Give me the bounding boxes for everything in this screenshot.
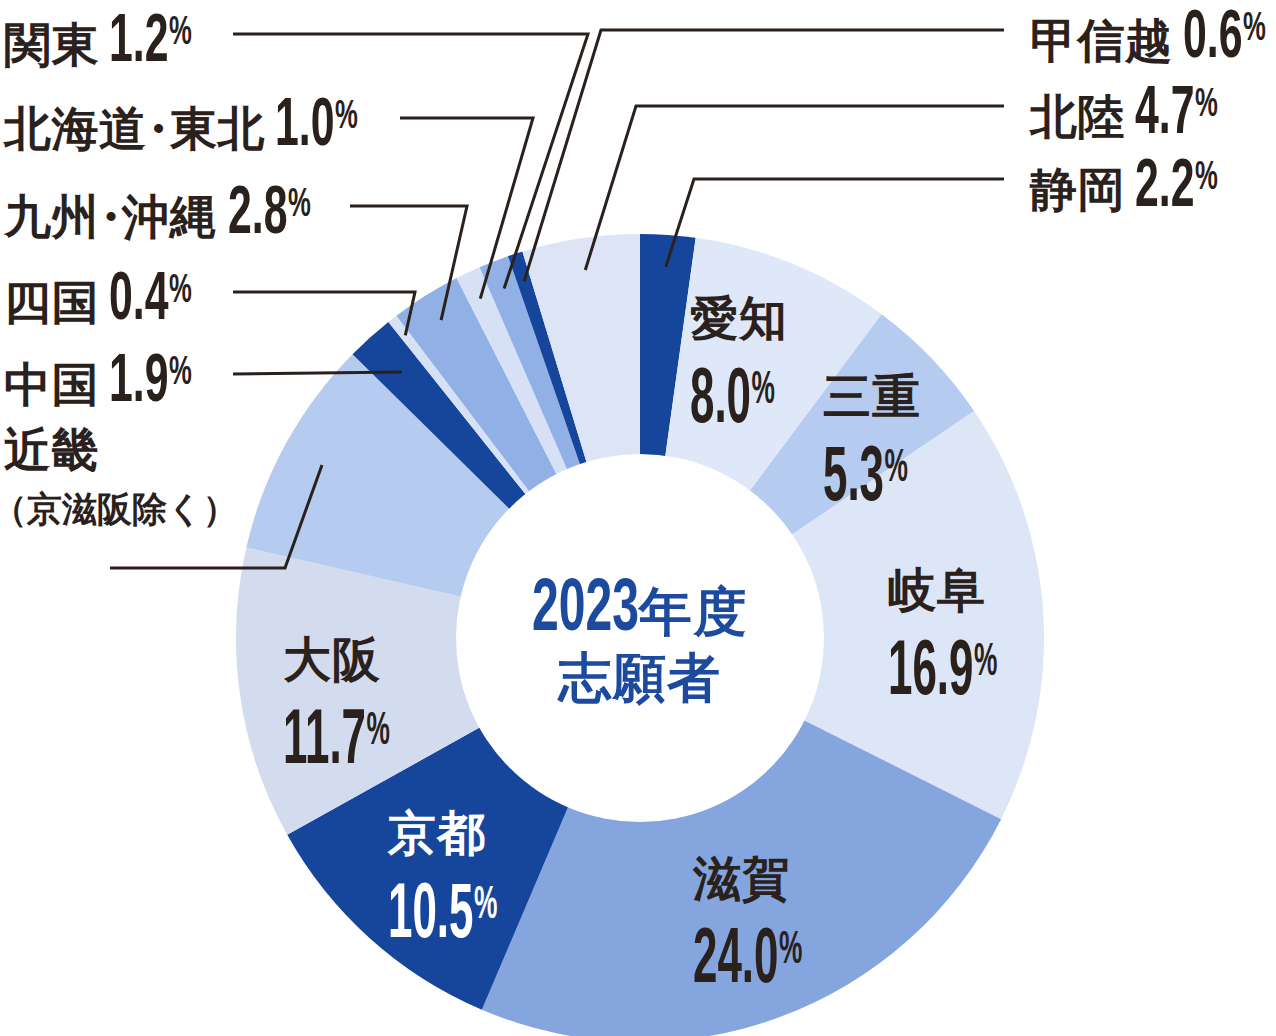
label-value-大阪: 11.7% [283, 696, 390, 768]
label-滋賀: 滋賀 24.0% [693, 853, 885, 987]
label-value-九州・沖縄: 2.8% [228, 170, 311, 249]
label-value-三重: 5.3% [823, 433, 908, 505]
label-北陸: 北陸4.7% [1030, 70, 1269, 149]
label-sub-近畿: （京滋阪除く） [0, 488, 238, 530]
label-name-関東: 関東 [4, 18, 99, 71]
label-value-四国: 0.4% [109, 256, 192, 335]
label-関東: 関東1.2% [4, 0, 243, 77]
center-line2: 志願者 [440, 645, 840, 711]
label-name-岐阜: 岐阜 [888, 565, 1080, 617]
label-value-北海道・東北: 1.0% [275, 82, 358, 161]
donut-chart: 静岡2.2%愛知8.0%三重5.3%岐阜16.9%滋賀24.0%京都10.5%大… [0, 0, 1276, 1036]
label-name-四国: 四国 [4, 276, 99, 329]
label-name-三重: 三重 [823, 371, 972, 423]
leader-line-中国 [233, 372, 402, 374]
label-中国: 中国1.9% [4, 338, 243, 417]
label-name-愛知: 愛知 [690, 293, 839, 345]
label-京都: 京都 10.5% [388, 808, 580, 942]
label-name-近畿: 近畿 [4, 423, 99, 476]
label-value-関東: 1.2% [109, 0, 192, 77]
label-name-静岡: 静岡 [1030, 163, 1125, 216]
label-name-京都: 京都 [388, 808, 580, 860]
center-line1: 2023年度 [440, 572, 840, 645]
label-name-中国: 中国 [4, 358, 99, 411]
label-name-滋賀: 滋賀 [693, 853, 885, 905]
label-name-北陸: 北陸 [1030, 90, 1125, 143]
label-value-岐阜: 16.9% [888, 627, 997, 699]
label-三重: 三重 5.3% [823, 371, 972, 505]
label-value-愛知: 8.0% [690, 355, 775, 427]
label-近畿: 近畿（京滋阪除く） [4, 419, 238, 530]
label-name-甲信越: 甲信越 [1030, 14, 1173, 67]
label-四国: 四国0.4% [4, 256, 243, 335]
label-value-滋賀: 24.0% [693, 915, 802, 987]
label-北海道・東北: 北海道・東北1.0% [4, 82, 409, 161]
label-岐阜: 岐阜 16.9% [888, 565, 1080, 699]
label-value-北陸: 4.7% [1135, 70, 1218, 149]
label-name-九州・沖縄: 九州・沖縄 [4, 190, 218, 243]
label-value-京都: 10.5% [388, 870, 497, 942]
label-甲信越: 甲信越0.6% [1030, 0, 1276, 73]
label-静岡: 静岡2.2% [1030, 143, 1269, 222]
label-九州・沖縄: 九州・沖縄2.8% [4, 170, 361, 249]
label-name-北海道・東北: 北海道・東北 [4, 102, 265, 155]
label-value-静岡: 2.2% [1135, 143, 1218, 222]
donut-center-label: 2023年度 志願者 [440, 572, 840, 711]
label-愛知: 愛知 8.0% [690, 293, 839, 427]
label-value-甲信越: 0.6% [1183, 0, 1266, 73]
label-value-中国: 1.9% [109, 338, 192, 417]
